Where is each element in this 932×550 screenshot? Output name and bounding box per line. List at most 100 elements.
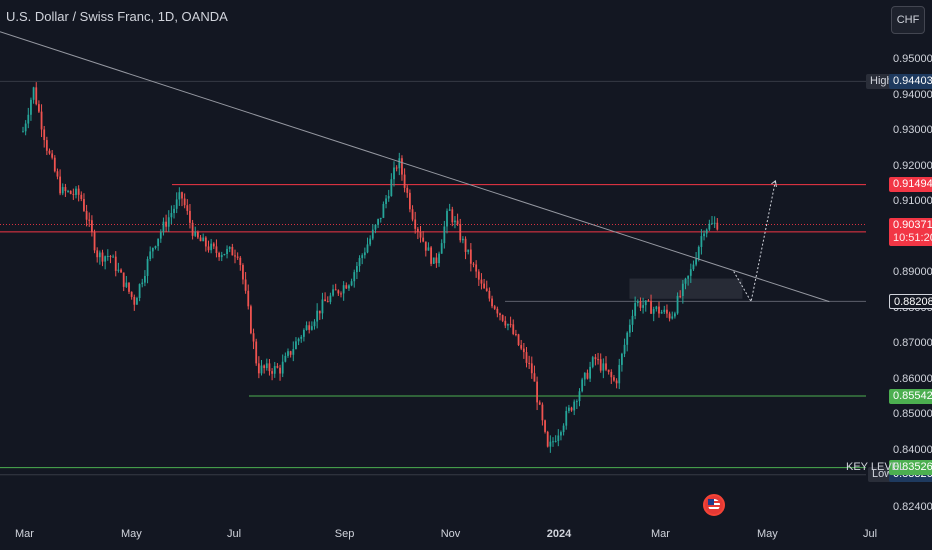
candle-body <box>658 306 660 314</box>
candle <box>387 189 390 202</box>
candle <box>599 353 602 373</box>
candle-body <box>422 237 425 242</box>
level-price-tag: 0.83526 <box>889 460 932 476</box>
candle <box>27 107 30 129</box>
candle-body <box>419 231 422 238</box>
candle <box>151 247 154 259</box>
candle-body <box>395 167 398 169</box>
candle <box>411 205 414 222</box>
candle <box>379 217 382 223</box>
candle <box>565 406 568 430</box>
candle <box>361 253 364 265</box>
candle <box>59 169 61 196</box>
candle <box>175 192 178 214</box>
candle <box>689 263 692 283</box>
candle-body <box>671 316 674 319</box>
candle <box>467 249 470 255</box>
candle <box>703 230 705 241</box>
candle-body <box>43 129 46 141</box>
candle-body <box>613 377 615 381</box>
candle-body <box>568 407 570 411</box>
candle-body <box>220 255 223 258</box>
countdown-timer: 10:51:20 <box>893 231 932 244</box>
candle-body <box>348 285 350 289</box>
candle-body <box>549 441 552 447</box>
candle <box>136 296 138 305</box>
candle <box>570 406 573 412</box>
candle <box>446 208 448 234</box>
candle <box>342 281 345 301</box>
candle <box>713 216 716 228</box>
symbol-title: U.S. Dollar / Swiss Franc, 1D, OANDA <box>6 9 228 24</box>
candle-body <box>128 282 130 292</box>
key-level-label: KEY LEVEL <box>846 460 906 473</box>
currency-button[interactable]: CHF <box>891 6 925 34</box>
candle <box>623 338 626 358</box>
candle <box>56 168 59 180</box>
y-tick-label: 0.89000 <box>893 266 932 279</box>
candle-body <box>562 425 565 433</box>
candle <box>144 270 146 287</box>
candle-body <box>329 295 332 302</box>
candle-body <box>226 248 228 255</box>
candle <box>154 245 157 250</box>
candle <box>48 148 51 155</box>
candle <box>93 229 96 254</box>
candle <box>631 309 634 333</box>
candle-body <box>515 334 517 336</box>
candle <box>106 249 109 261</box>
candle-body <box>644 300 647 306</box>
candle <box>98 250 101 265</box>
candle-body <box>125 282 128 287</box>
candle <box>313 319 316 330</box>
candle-body <box>104 256 107 262</box>
candle <box>681 279 684 304</box>
candle-body <box>30 99 32 115</box>
high-price-tag: 0.94403 <box>889 73 932 89</box>
candle <box>345 282 348 290</box>
candle-body <box>117 269 120 271</box>
candle <box>295 337 297 350</box>
candle <box>708 219 711 231</box>
candle-body <box>91 220 93 233</box>
candle-body <box>106 256 109 258</box>
candle <box>303 328 305 342</box>
candle <box>541 402 544 426</box>
candle-body <box>575 401 578 403</box>
candle-body <box>681 283 684 296</box>
candle-body <box>141 282 144 285</box>
candle <box>189 204 191 229</box>
candle <box>239 255 242 271</box>
candle-body <box>257 363 260 374</box>
us-flag-icon[interactable] <box>703 494 725 516</box>
candle-body <box>340 293 342 295</box>
candle <box>75 186 77 199</box>
candle <box>406 185 409 198</box>
candle-body <box>605 363 607 370</box>
candle-body <box>663 309 666 313</box>
candle <box>414 211 417 234</box>
candle-body <box>684 278 687 284</box>
candle-body <box>80 194 83 200</box>
candle <box>501 314 504 323</box>
candle <box>287 348 289 358</box>
candle <box>32 86 35 104</box>
candle-body <box>602 363 605 371</box>
candle-body <box>175 199 178 209</box>
candle-body <box>295 341 297 350</box>
candle-body <box>414 219 417 229</box>
candle <box>96 247 99 263</box>
candle-body <box>300 336 303 339</box>
candle-body <box>583 372 586 380</box>
candle-body <box>207 246 210 251</box>
candle <box>493 304 496 310</box>
x-tick-label: May <box>121 528 142 540</box>
candle <box>448 203 451 211</box>
candle-body <box>318 310 321 314</box>
candle <box>602 358 605 379</box>
candle <box>197 230 199 240</box>
candle-body <box>623 344 626 354</box>
projection-path <box>733 180 776 304</box>
candle-body <box>416 228 419 232</box>
